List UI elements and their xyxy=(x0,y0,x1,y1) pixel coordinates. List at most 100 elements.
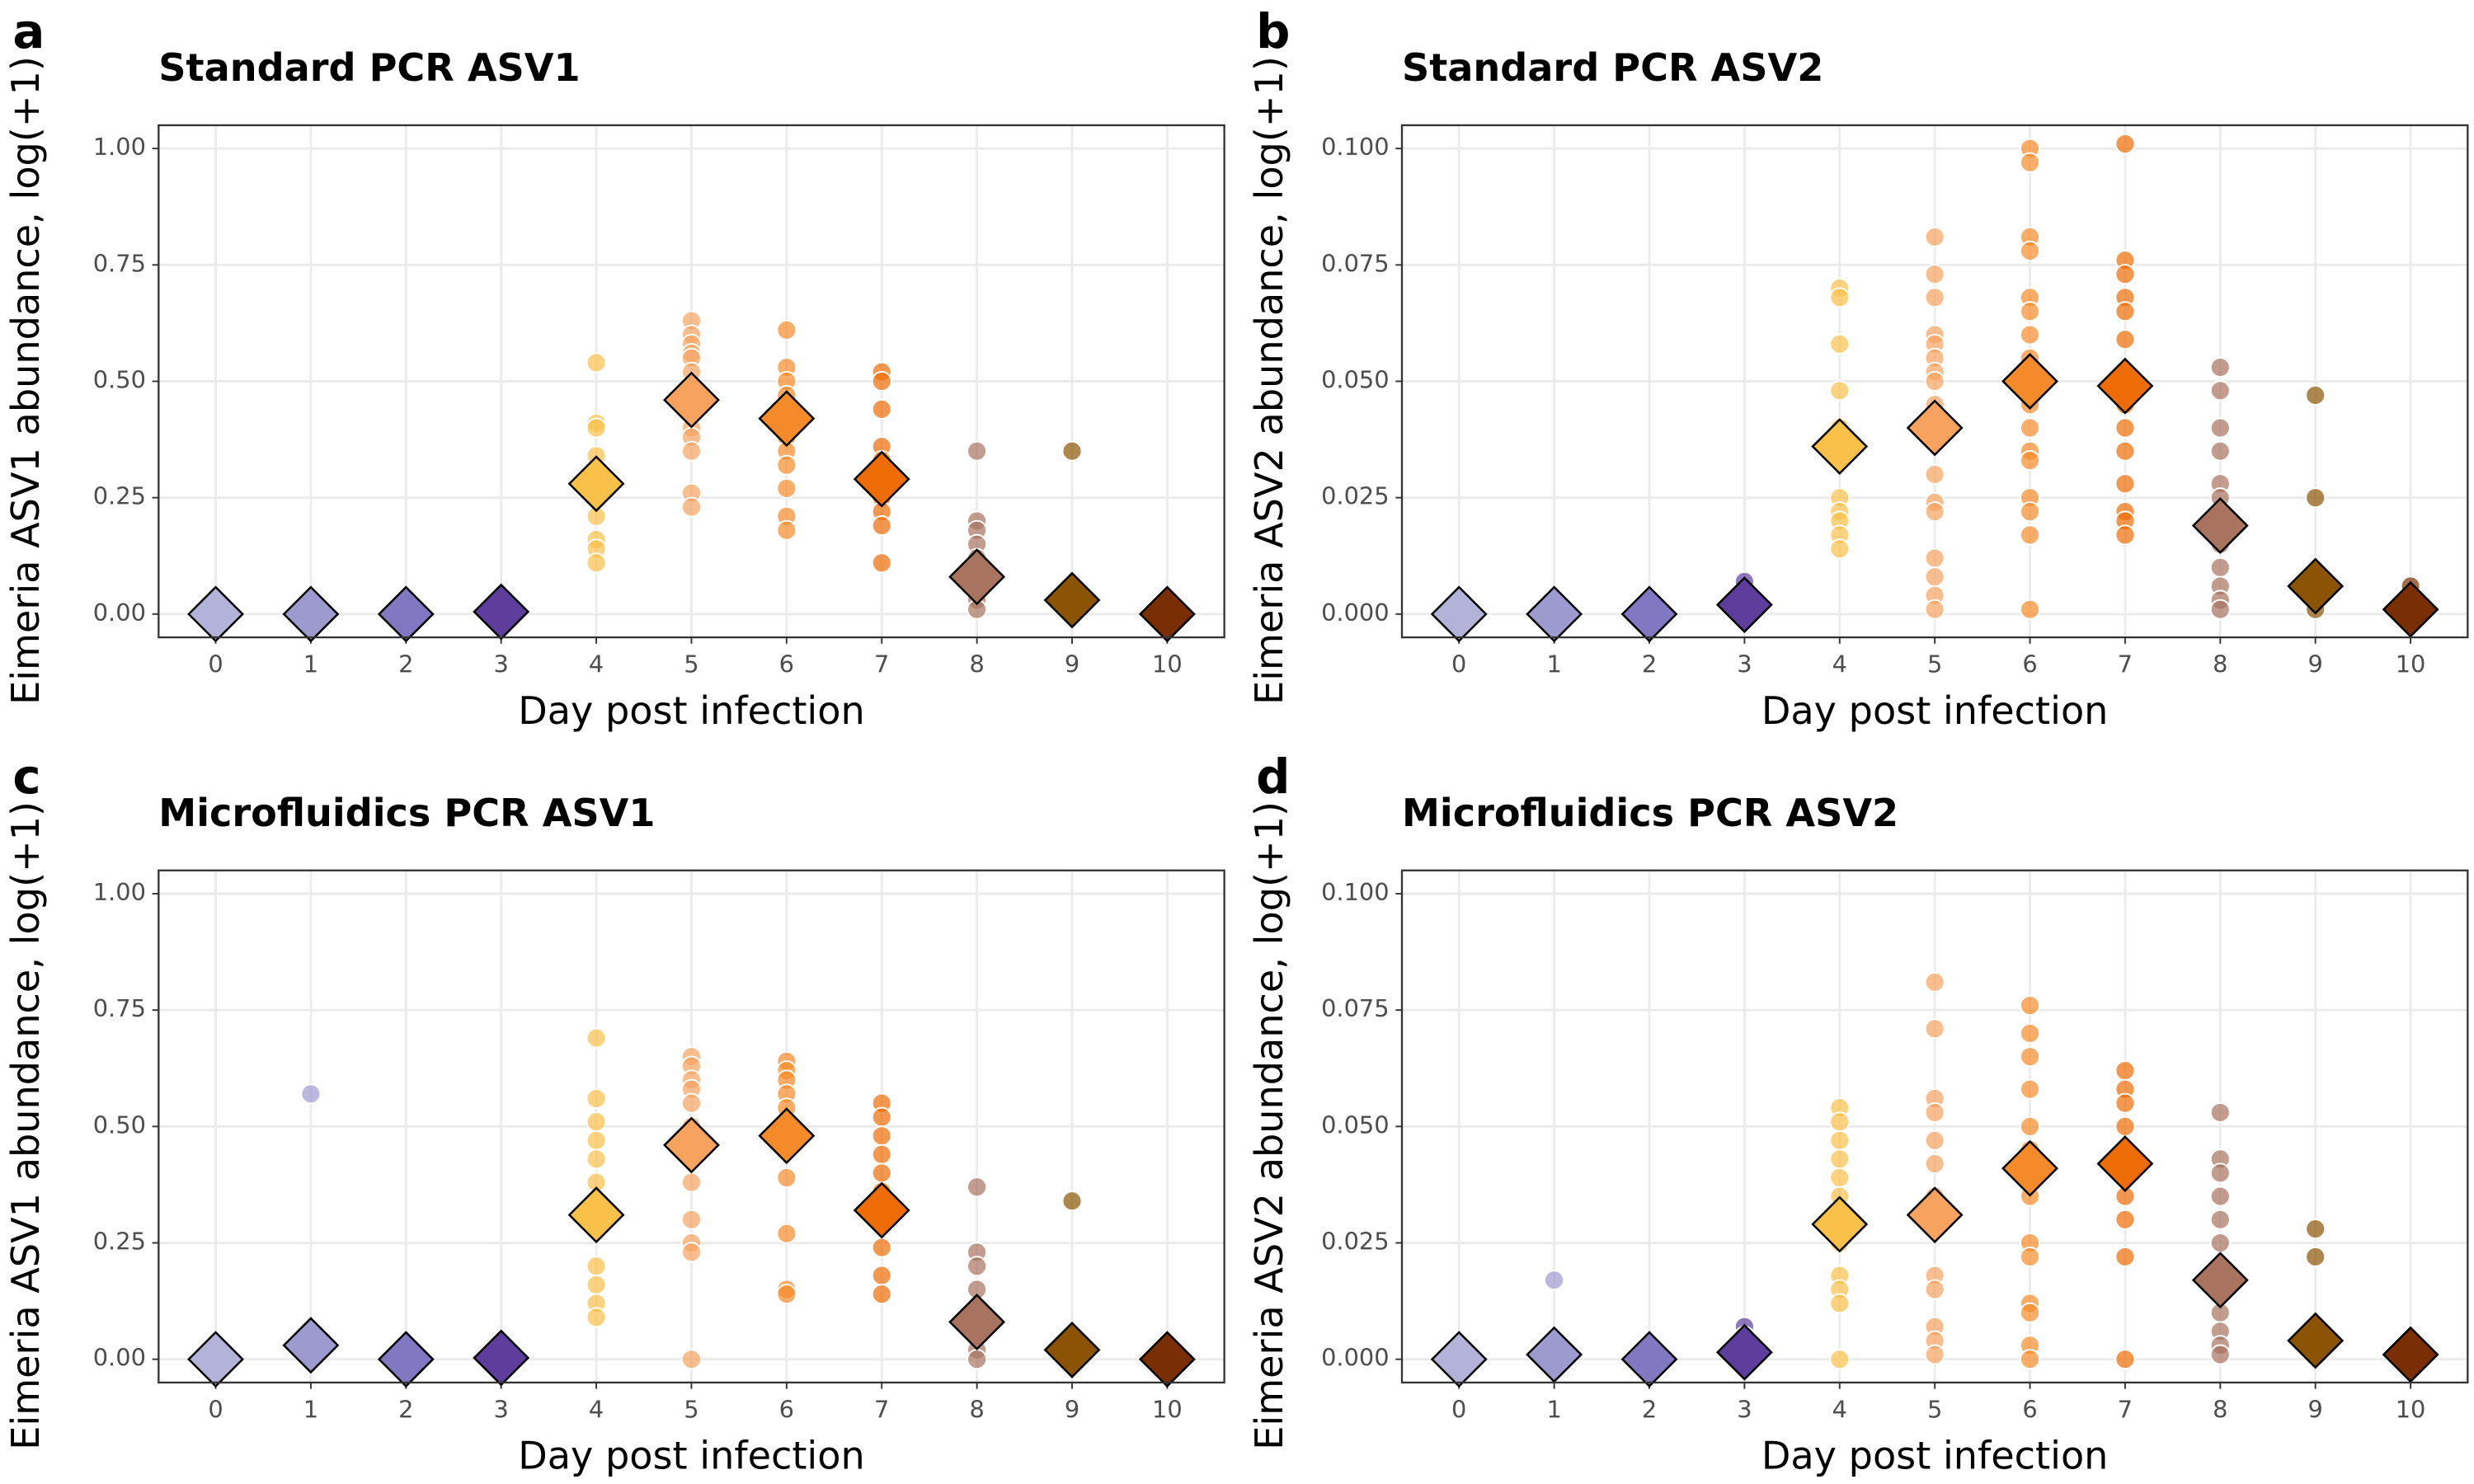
sample-point xyxy=(1544,1270,1565,1291)
mean-marker xyxy=(1811,418,1869,476)
sample-point xyxy=(2020,152,2041,173)
x-tick-label: 6 xyxy=(779,650,794,679)
sample-point xyxy=(2209,1186,2231,1207)
sample-point xyxy=(2114,1246,2136,1267)
mean-marker xyxy=(663,1116,720,1174)
sample-point xyxy=(586,1274,607,1295)
sample-point xyxy=(2209,380,2231,402)
y-tick-label: 0.75 xyxy=(93,994,146,1022)
sample-point xyxy=(2020,1046,2041,1068)
sample-point xyxy=(2209,440,2231,462)
sample-point xyxy=(1924,264,1945,285)
sample-point xyxy=(586,352,607,373)
x-tick-label: 3 xyxy=(1737,650,1752,679)
mean-marker xyxy=(2287,557,2345,615)
sample-point xyxy=(776,1223,797,1244)
sample-point xyxy=(2114,473,2136,495)
sample-point xyxy=(680,1349,702,1370)
sample-point xyxy=(967,1256,988,1277)
sample-point xyxy=(2114,134,2136,155)
chart-title: Microfluidics PCR ASV2 xyxy=(1402,791,1898,835)
panel-label: c xyxy=(12,749,40,805)
x-tick-label: 10 xyxy=(1152,650,1183,679)
sample-point xyxy=(2114,329,2136,350)
sample-point xyxy=(2209,417,2231,439)
sample-point xyxy=(776,1167,797,1188)
y-tick-label: 0.025 xyxy=(1321,1228,1390,1256)
sample-point xyxy=(1924,371,1945,392)
sample-point xyxy=(871,1265,892,1286)
x-tick-label: 8 xyxy=(969,650,984,679)
x-tick-label: 7 xyxy=(874,1396,889,1424)
plot-border xyxy=(1400,869,2469,1384)
sample-point xyxy=(1829,1167,1851,1188)
sample-point xyxy=(871,1162,892,1184)
x-tick-label: 2 xyxy=(398,1396,413,1424)
sample-point xyxy=(1061,1190,1083,1212)
sample-point xyxy=(2114,301,2136,322)
y-tick-label: 0.000 xyxy=(1321,1344,1390,1372)
x-tick-label: 2 xyxy=(1642,1396,1657,1424)
mean-marker xyxy=(2382,1326,2439,1383)
sample-point xyxy=(586,417,607,439)
sample-point xyxy=(2209,1162,2231,1184)
mean-marker xyxy=(567,455,625,513)
x-tick-label: 1 xyxy=(303,650,318,679)
x-tick-label: 6 xyxy=(2022,650,2037,679)
sample-point xyxy=(871,1284,892,1305)
mean-marker xyxy=(1043,1321,1101,1378)
x-tick-label: 6 xyxy=(2022,1396,2037,1424)
sample-point xyxy=(2114,524,2136,546)
y-tick-label: 1.00 xyxy=(93,133,146,161)
mean-marker xyxy=(377,1331,435,1388)
sample-point xyxy=(2209,556,2231,578)
mean-marker xyxy=(2191,1252,2249,1309)
sample-point xyxy=(2305,1246,2326,1267)
x-tick-label: 0 xyxy=(208,1396,223,1424)
sample-point xyxy=(2020,995,2041,1017)
mean-marker xyxy=(473,1329,530,1387)
y-tick-label: 0.00 xyxy=(93,1344,146,1372)
x-tick-label: 3 xyxy=(1737,1396,1752,1424)
sample-point xyxy=(871,552,892,574)
sample-point xyxy=(1924,226,1945,247)
sample-point xyxy=(967,1176,988,1198)
sample-point xyxy=(1924,971,1945,993)
mean-marker xyxy=(1430,1331,1488,1388)
mean-marker xyxy=(2096,357,2154,415)
mean-marker xyxy=(1620,585,1678,643)
y-tick-label: 0.100 xyxy=(1321,878,1390,906)
mean-marker xyxy=(567,1186,625,1244)
sample-point xyxy=(586,1111,607,1133)
sample-point xyxy=(871,398,892,420)
x-tick-label: 7 xyxy=(874,650,889,679)
panel: 0.00 0.25 0.50 0.75 1.00 0 1 2 3 4 5 6 7 8 9 10 Standard… xyxy=(3,3,1225,733)
sample-point xyxy=(1924,566,1945,588)
sample-point xyxy=(1829,1349,1851,1370)
sample-point xyxy=(1924,1279,1945,1300)
x-tick-label: 8 xyxy=(969,1396,984,1424)
y-tick-label: 0.075 xyxy=(1321,249,1390,277)
sample-point xyxy=(1924,1153,1945,1175)
sample-point xyxy=(586,1307,607,1328)
sample-point xyxy=(680,440,702,462)
x-tick-label: 9 xyxy=(1065,1396,1079,1424)
chart-title: Standard PCR ASV2 xyxy=(1402,45,1823,90)
x-axis-title: Day post infection xyxy=(518,688,865,733)
sample-point xyxy=(2020,1246,2041,1267)
sample-point xyxy=(967,1349,988,1370)
sample-point xyxy=(2020,524,2041,546)
sample-point xyxy=(2114,1092,2136,1114)
mean-marker xyxy=(1430,585,1488,643)
sample-point xyxy=(967,440,988,462)
x-tick-label: 9 xyxy=(1065,650,1079,679)
mean-marker xyxy=(853,450,910,508)
x-axis-title: Day post infection xyxy=(518,1434,865,1478)
sample-point xyxy=(2020,1349,2041,1370)
chart-title: Microfluidics PCR ASV1 xyxy=(158,791,655,835)
mean-marker xyxy=(187,1331,244,1388)
y-tick-label: 0.025 xyxy=(1321,482,1390,510)
x-tick-label: 1 xyxy=(303,1396,318,1424)
sample-point xyxy=(1924,547,1945,569)
sample-point xyxy=(1924,463,1945,485)
